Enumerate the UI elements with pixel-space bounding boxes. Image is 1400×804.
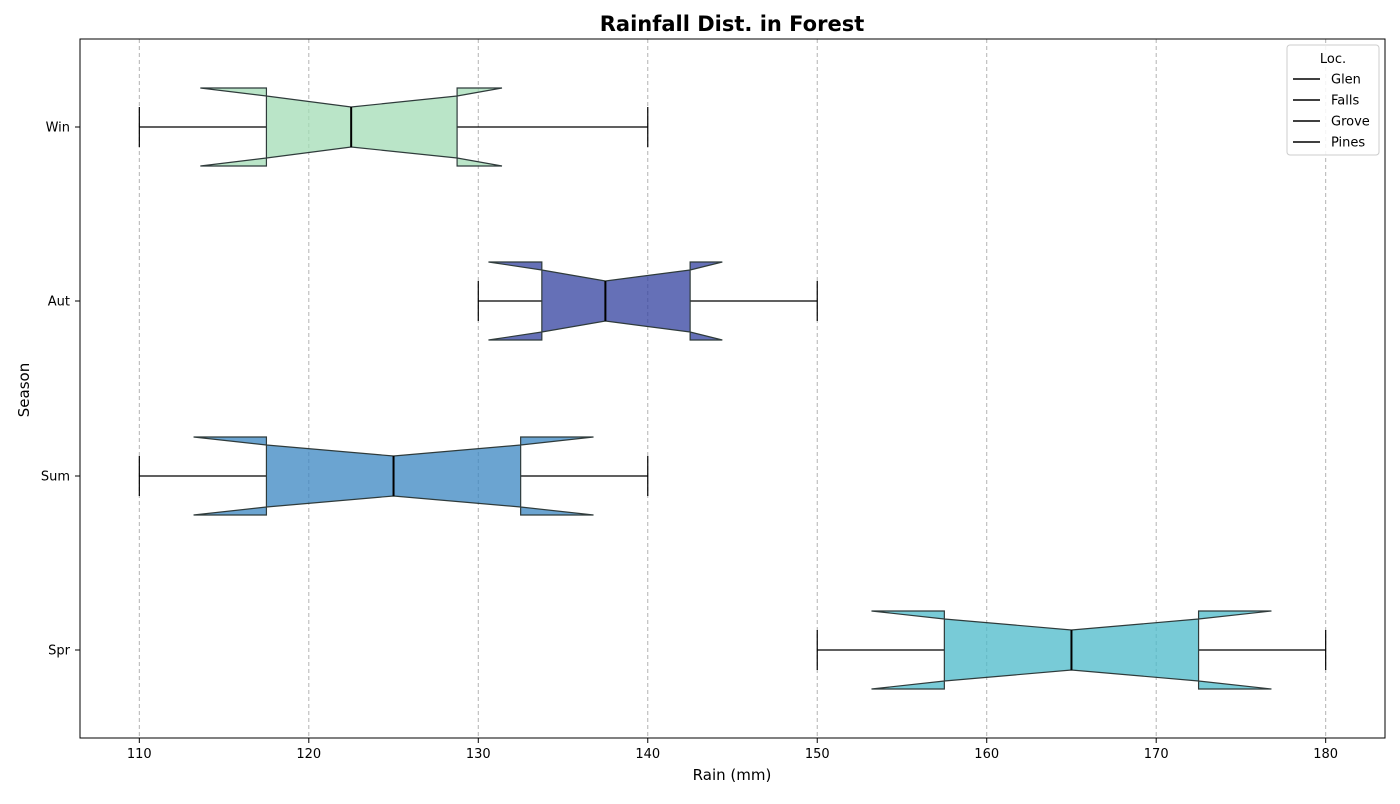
x-tick-label: 130 [466,747,491,762]
legend-entries: Glen Falls Grove Pines [1293,73,1370,151]
legend-frame [1286,44,1380,156]
x-axis-label: Rain (mm) [693,766,772,784]
chart-title: Rainfall Dist. in Forest [600,12,864,36]
y-tick-label: Spr [48,644,71,659]
legend-entry-label: Glen [1331,73,1361,88]
x-tick-label: 140 [635,747,660,762]
legend-title: Loc. [1320,52,1346,67]
legend-entry-label: Grove [1331,115,1370,130]
legend: Loc. Glen Falls Grove Pines [1286,44,1380,156]
x-axis-ticks: 110 120 130 140 150 160 170 180 [127,738,1338,762]
y-tick-label: Sum [41,470,70,485]
box-win [138,87,649,167]
y-tick-label: Aut [48,295,70,310]
box-layer [138,87,1327,690]
y-tick-label: Win [46,121,70,136]
box-aut [477,261,818,341]
y-axis-label: Season [15,363,33,417]
x-tick-label: 170 [1144,747,1169,762]
box-sum [138,436,649,516]
x-tick-label: 160 [974,747,999,762]
x-tick-label: 180 [1313,747,1338,762]
grid-layer [138,39,1327,738]
legend-entry-label: Pines [1331,136,1365,151]
y-axis-ticks: Spr Sum Aut Win [41,121,80,659]
box-spr [816,610,1327,690]
x-tick-label: 110 [127,747,152,762]
x-tick-label: 150 [805,747,830,762]
legend-entry-label: Falls [1331,94,1359,109]
plot-frame [79,38,1386,739]
x-tick-label: 120 [296,747,321,762]
